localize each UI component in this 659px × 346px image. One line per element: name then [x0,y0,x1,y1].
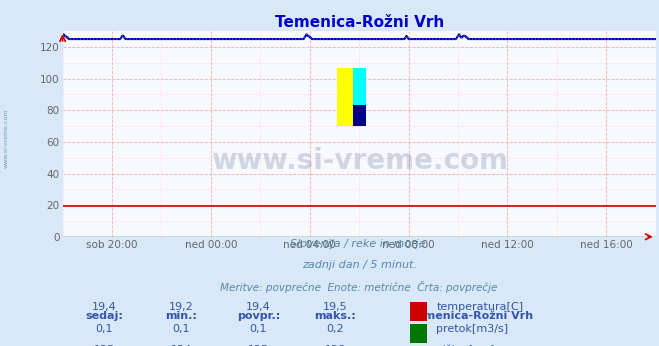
Text: 19,4: 19,4 [92,302,117,312]
FancyBboxPatch shape [353,68,366,105]
Text: 0,1: 0,1 [250,324,267,334]
Text: min.:: min.: [165,311,197,321]
Text: 125: 125 [248,345,269,346]
Title: Temenica-Rožni Vrh: Temenica-Rožni Vrh [275,15,444,30]
Text: višina[cm]: višina[cm] [436,345,495,346]
FancyBboxPatch shape [353,105,366,126]
Text: www.si-vreme.com: www.si-vreme.com [211,147,507,175]
Text: 124: 124 [171,345,192,346]
Text: 128: 128 [325,345,346,346]
Text: 19,4: 19,4 [246,302,271,312]
Text: povpr.:: povpr.: [237,311,280,321]
Text: www.si-vreme.com: www.si-vreme.com [4,109,9,168]
Text: sedaj:: sedaj: [85,311,123,321]
Text: temperatura[C]: temperatura[C] [436,302,523,312]
Text: maks.:: maks.: [314,311,357,321]
Text: Slovenija / reke in morje.: Slovenija / reke in morje. [289,239,429,249]
Text: 19,5: 19,5 [323,302,348,312]
Text: 125: 125 [94,345,115,346]
Text: Meritve: povprečne  Enote: metrične  Črta: povprečje: Meritve: povprečne Enote: metrične Črta:… [221,281,498,293]
Text: 19,2: 19,2 [169,302,194,312]
FancyBboxPatch shape [410,302,428,321]
FancyBboxPatch shape [337,68,353,126]
Text: zadnji dan / 5 minut.: zadnji dan / 5 minut. [302,260,416,270]
FancyBboxPatch shape [410,324,428,343]
Text: Temenica-Rožni Vrh: Temenica-Rožni Vrh [410,311,532,321]
Text: 0,1: 0,1 [173,324,190,334]
FancyBboxPatch shape [410,345,428,346]
Text: pretok[m3/s]: pretok[m3/s] [436,324,508,334]
Text: 0,1: 0,1 [96,324,113,334]
Text: 0,2: 0,2 [327,324,344,334]
